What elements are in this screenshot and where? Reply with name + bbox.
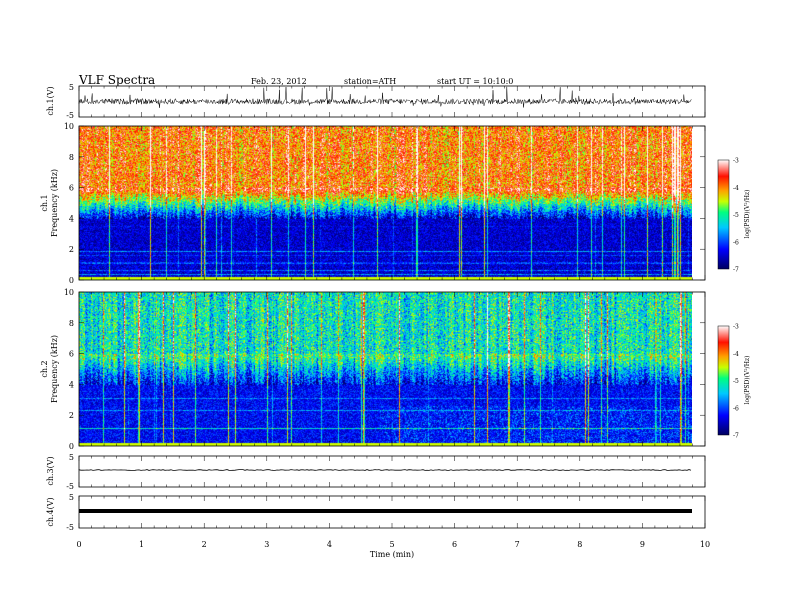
ch2-freq-ticks: 0 2 4 6 8 10 [64, 288, 705, 451]
ch3-waveform-trace [78, 469, 692, 471]
ch4-ytick-top: 5 [69, 493, 74, 502]
freq-tick-label: 10 [64, 122, 74, 131]
ch3-waveform-ylabel: ch.3(V) [46, 456, 55, 485]
colorbar-tick-label: -6 [733, 405, 739, 412]
ch3-waveform-frame [78, 455, 706, 488]
chart-title: VLF Spectra [78, 73, 155, 87]
ch1-colorbar-label: log(PSD)(V²/Hz) [744, 190, 751, 239]
freq-tick-label: 8 [69, 319, 74, 328]
freq-tick-label: 2 [69, 245, 74, 254]
x-tick-label: 5 [389, 540, 394, 549]
x-tick-label: 0 [76, 540, 81, 549]
date-label: Feb. 23, 2012 [251, 77, 307, 86]
colorbar-tick-label: -3 [733, 324, 739, 331]
x-tick-label: 7 [515, 540, 520, 549]
ch1-frequency-ylabel: Frequency (kHz) [50, 169, 59, 237]
x-axis-tick-labels: 0 1 2 3 4 5 6 7 8 9 10 [76, 540, 710, 549]
ch1-channel-label: ch.1 [40, 194, 49, 211]
ch4-waveform-panel: 5 -5 ch.4(V) [46, 493, 706, 532]
ch1-colorbar [717, 159, 730, 270]
colorbar-tick-label: -4 [733, 185, 739, 192]
ch2-spectrogram-image [79, 292, 692, 446]
colorbar-tick-label: -6 [733, 239, 739, 246]
ch1-spectrogram-image [79, 126, 692, 280]
x-tick-label: 2 [202, 540, 207, 549]
colorbar-tick-label: -3 [733, 158, 739, 165]
x-tick-label: 1 [139, 540, 144, 549]
x-tick-label: 9 [640, 540, 645, 549]
station-label: station=ATH [344, 77, 396, 86]
x-tick-label: 4 [327, 540, 332, 549]
freq-tick-label: 4 [69, 380, 74, 389]
colorbar-tick-label: -5 [733, 212, 739, 219]
ch3-ytick-top: 5 [69, 453, 74, 462]
x-axis-ticks [78, 86, 706, 528]
x-tick-label: 10 [700, 540, 710, 549]
ch1-ytick-top: 5 [69, 83, 74, 92]
freq-tick-label: 0 [69, 442, 74, 451]
colorbar-tick-label: -5 [733, 378, 739, 385]
ch3-ytick-bottom: -5 [66, 482, 74, 491]
ch4-ytick-bottom: -5 [66, 523, 74, 532]
colorbar-tick-label: -4 [733, 351, 739, 358]
x-tick-label: 3 [264, 540, 269, 549]
ch2-channel-label: ch.2 [40, 360, 49, 377]
x-axis-label: Time (min) [370, 550, 414, 559]
freq-tick-label: 0 [69, 276, 74, 285]
ch1-waveform-ylabel: ch.1(V) [46, 86, 55, 115]
x-tick-label: 8 [577, 540, 582, 549]
freq-tick-label: 2 [69, 411, 74, 420]
ch2-colorbar-label: log(PSD)(V²/Hz) [744, 356, 751, 405]
ch2-colorbar [717, 325, 730, 436]
ch2-colorbar-ticks: -3 -4 -5 -6 -7 [733, 324, 739, 440]
freq-tick-label: 6 [69, 184, 74, 193]
ch3-waveform-panel: 5 -5 ch.3(V) [46, 453, 706, 491]
freq-tick-label: 10 [64, 288, 74, 297]
ch1-waveform-trace [78, 86, 692, 108]
ch4-waveform-ylabel: ch.4(V) [46, 497, 55, 526]
ch4-waveform-trace [79, 509, 692, 513]
colorbar-tick-label: -7 [733, 433, 739, 440]
freq-tick-label: 6 [69, 350, 74, 359]
freq-tick-label: 8 [69, 153, 74, 162]
freq-tick-label: 4 [69, 214, 74, 223]
x-tick-label: 6 [452, 540, 457, 549]
ch1-ytick-bottom: -5 [66, 111, 74, 120]
ch1-colorbar-ticks: -3 -4 -5 -6 -7 [733, 158, 739, 274]
start-ut-label: start UT = 10:10:0 [437, 77, 513, 86]
colorbar-tick-label: -7 [733, 267, 739, 274]
ch1-freq-ticks: 0 2 4 6 8 10 [64, 122, 705, 285]
ch2-frequency-ylabel: Frequency (kHz) [50, 335, 59, 403]
ch1-waveform-panel: 5 -5 ch.1(V) [46, 83, 706, 120]
